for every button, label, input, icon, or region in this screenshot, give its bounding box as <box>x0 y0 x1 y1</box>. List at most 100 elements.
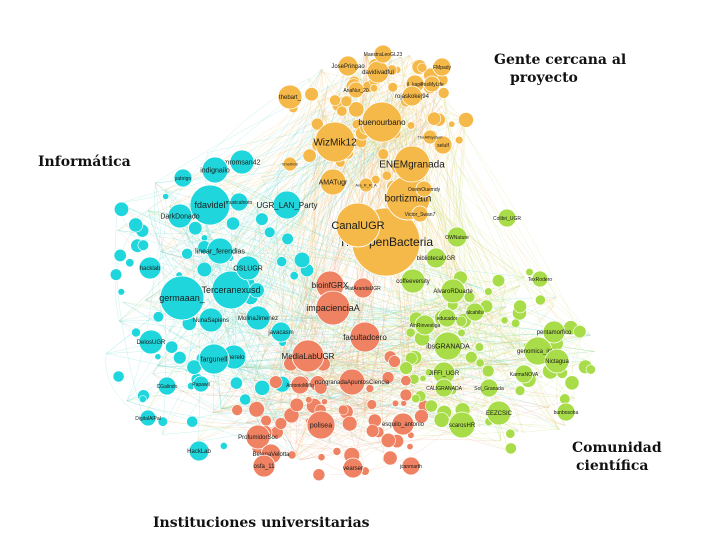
edge <box>203 169 429 329</box>
graph-node-circle <box>290 375 310 395</box>
cluster-label-instituciones: Instituciones universitarias <box>153 515 370 531</box>
graph-node-circle <box>201 156 229 184</box>
graph-node-circle <box>159 275 205 321</box>
minor-node <box>377 148 389 160</box>
graph-node-label: musicalnoto <box>226 200 253 206</box>
edge <box>300 152 374 302</box>
minor-node <box>366 399 377 410</box>
edge <box>441 76 527 360</box>
graph-node-circle <box>425 247 447 269</box>
minor-node <box>510 318 521 328</box>
edge <box>187 366 519 432</box>
graph-node: ProfumidorSoc <box>238 424 278 450</box>
graph-node-label: JIFFI_UGR <box>429 371 460 377</box>
minor-node <box>113 248 127 262</box>
minor-node <box>255 212 269 226</box>
edge <box>197 92 445 441</box>
edge <box>221 92 445 409</box>
edge <box>308 298 463 353</box>
graph-node: bunbosoba <box>554 402 579 422</box>
edge <box>208 300 344 400</box>
graph-node-label: Papawil <box>192 382 210 388</box>
minor-node <box>152 311 164 323</box>
edge <box>307 293 358 370</box>
graph-node-label: jjmerelo <box>222 355 245 361</box>
minor-node <box>463 291 476 303</box>
graph-node-circle <box>544 348 570 374</box>
minor-node <box>365 424 380 438</box>
graph-node: AnaNur_20 <box>343 81 369 99</box>
graph-node: jcanmarth <box>399 456 422 476</box>
graph-node-label: selulf <box>437 143 449 149</box>
minor-node <box>302 148 317 163</box>
edge <box>283 408 365 427</box>
graph-node: mromsan42 <box>224 149 261 175</box>
edge <box>365 53 524 433</box>
graph-node-label: TheAltSystem <box>418 134 444 139</box>
graph-node-label: Terceranexusd <box>201 285 260 295</box>
minor-node <box>504 442 517 455</box>
graph-node-label: rojaskoke|94 <box>395 94 430 100</box>
edge <box>386 72 433 101</box>
minor-node <box>388 355 401 368</box>
minor-node <box>419 374 427 382</box>
graph-node-circle <box>391 412 415 436</box>
graph-node: Sol_Granada <box>474 378 504 398</box>
edge <box>285 332 566 352</box>
graph-node-circle <box>167 203 193 229</box>
graph-node-circle <box>352 277 374 299</box>
edge <box>296 120 362 409</box>
edge <box>445 135 521 286</box>
edge <box>408 368 490 430</box>
graph-node-label: pongranadaApuntosCiencia <box>315 380 390 386</box>
minor-node <box>342 415 358 432</box>
minor-node <box>424 368 433 377</box>
minor-node <box>281 232 294 245</box>
edge <box>223 360 566 426</box>
graph-node-label: JosePringao <box>331 64 365 70</box>
edge <box>411 336 582 367</box>
edge <box>122 301 400 373</box>
minor-node <box>294 251 311 269</box>
minor-node <box>387 82 398 93</box>
graph-node-circle <box>138 329 164 355</box>
minor-node <box>406 443 414 451</box>
edge <box>335 364 509 366</box>
graph-node-circle <box>542 320 566 344</box>
graph-node-label: MolinaJimenez <box>238 316 278 322</box>
minor-node <box>314 381 328 395</box>
edge <box>387 98 421 120</box>
graph-node: CGalindo <box>157 376 178 396</box>
graph-node-label: mromsan42 <box>224 159 261 166</box>
minor-node <box>414 409 429 424</box>
minor-node <box>535 294 546 306</box>
graph-node-circle <box>393 145 431 183</box>
edge <box>523 336 582 433</box>
edge <box>154 182 161 252</box>
graph-node-circle <box>440 278 466 304</box>
edge <box>330 299 448 386</box>
edge <box>267 391 456 421</box>
graph-node: scarosHR <box>448 411 476 439</box>
graph-node: CALIGRANADA <box>426 378 463 398</box>
edge <box>152 57 349 374</box>
graph-node: ibsGRANADA <box>426 331 470 361</box>
minor-node <box>248 401 265 418</box>
graph-node-circle <box>401 85 423 107</box>
minor-node <box>505 428 516 439</box>
edge <box>209 68 322 350</box>
minor-node <box>455 315 467 327</box>
graph-node: MediaLabUGR <box>282 339 335 373</box>
minor-node <box>369 84 379 93</box>
minor-node <box>264 226 276 239</box>
graph-node-circle <box>400 268 426 294</box>
edge <box>347 57 543 378</box>
graph-node-label: buenourbano <box>358 118 406 127</box>
minor-node <box>381 371 395 384</box>
minor-node <box>406 121 416 130</box>
graph-node-circle <box>211 270 251 310</box>
edge <box>443 283 476 417</box>
edge <box>364 332 566 411</box>
minor-node <box>458 112 474 128</box>
edge <box>411 348 515 366</box>
